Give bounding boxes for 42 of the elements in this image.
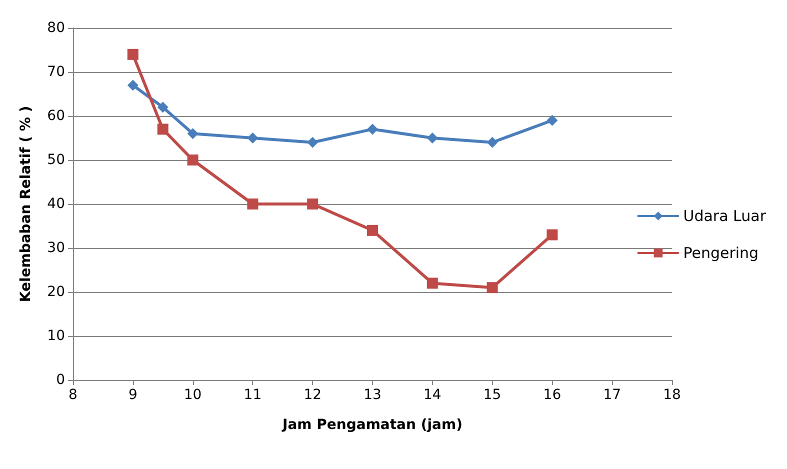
- point: [367, 124, 378, 135]
- x-tick-label: 15: [483, 387, 502, 403]
- x-tick-label: 17: [603, 387, 622, 403]
- x-tick-label: 10: [184, 387, 202, 403]
- x-tick-label: 11: [244, 387, 262, 403]
- point: [367, 224, 378, 236]
- x-axis-title: Jam Pengamatan (jam): [282, 417, 462, 433]
- y-axis-title: Kelembaban Relatif ( % ): [18, 106, 34, 302]
- y-tick-label: 80: [47, 20, 65, 36]
- y-tick-label: 0: [56, 372, 65, 388]
- point: [307, 198, 318, 210]
- point: [187, 128, 198, 140]
- point: [486, 282, 498, 294]
- point: [546, 229, 558, 240]
- x-tick-label: 8: [68, 387, 78, 403]
- point: [426, 278, 438, 289]
- legend-label: Udara Luar: [683, 207, 767, 225]
- x-tick-label: 13: [364, 387, 382, 403]
- point: [187, 154, 198, 166]
- point: [157, 124, 168, 135]
- point: [486, 136, 498, 148]
- y-tick-label: 50: [47, 152, 65, 168]
- y-tick-label: 10: [47, 328, 65, 344]
- x-tick-label: 18: [663, 387, 681, 403]
- point: [307, 136, 318, 148]
- y-tick-label: 20: [47, 284, 65, 300]
- x-tick-label: 9: [128, 387, 138, 403]
- point: [157, 102, 168, 113]
- point: [127, 48, 138, 60]
- point: [426, 132, 438, 144]
- legend-label: Pengering: [683, 244, 759, 262]
- point: [247, 132, 258, 144]
- x-tick-label: 14: [423, 387, 442, 403]
- y-tick-label: 70: [47, 64, 65, 80]
- x-tick-label: 16: [543, 387, 562, 403]
- x-tick-label: 12: [304, 387, 322, 403]
- point: [127, 80, 138, 91]
- y-tick-label: 60: [47, 108, 65, 124]
- point: [546, 114, 558, 126]
- y-tick-label: 40: [47, 196, 65, 212]
- point: [247, 198, 258, 210]
- y-tick-label: 30: [47, 240, 65, 256]
